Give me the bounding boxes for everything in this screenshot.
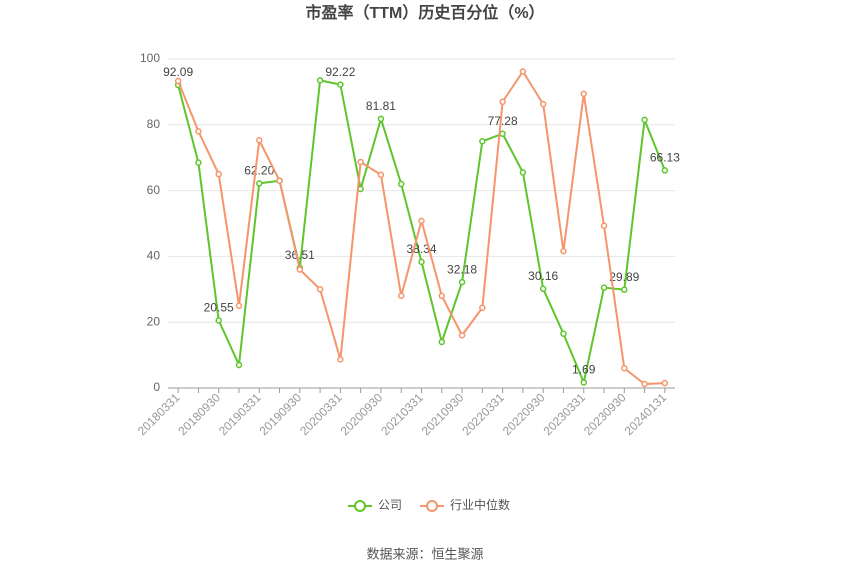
x-tick-label: 20230930 bbox=[581, 390, 629, 438]
data-point bbox=[418, 217, 425, 225]
data-point bbox=[256, 137, 263, 144]
series-line bbox=[177, 69, 665, 386]
data-point bbox=[519, 169, 527, 176]
data-label: 38.34 bbox=[406, 242, 436, 256]
data-point bbox=[661, 379, 669, 387]
legend-marker bbox=[354, 500, 366, 512]
x-tick-label: 20200930 bbox=[338, 390, 386, 438]
y-tick-label: 40 bbox=[147, 249, 161, 263]
x-tick-label: 20220930 bbox=[500, 390, 548, 438]
data-label: 77.28 bbox=[488, 114, 518, 128]
data-point bbox=[458, 332, 466, 339]
x-tick-label: 20210331 bbox=[378, 390, 426, 438]
data-point bbox=[580, 379, 587, 386]
data-point bbox=[641, 116, 648, 124]
data-point bbox=[621, 365, 628, 372]
data-point bbox=[438, 292, 446, 300]
x-tick-label: 20190930 bbox=[257, 390, 305, 438]
data-label: 62.20 bbox=[244, 164, 274, 178]
data-point bbox=[195, 159, 202, 166]
source: 数据来源：恒生聚源 bbox=[366, 546, 483, 561]
legend-label: 公司 bbox=[378, 498, 402, 512]
data-point bbox=[479, 304, 486, 311]
x-tick-label: 20210930 bbox=[419, 390, 467, 438]
y-tick-label: 20 bbox=[147, 314, 161, 328]
y-tick-label: 0 bbox=[153, 380, 160, 394]
data-point bbox=[621, 286, 628, 293]
data-label: 32.18 bbox=[447, 262, 477, 276]
legend-label: 行业中位数 bbox=[450, 497, 510, 512]
x-tick-label: 20190331 bbox=[216, 390, 264, 438]
data-point bbox=[337, 81, 344, 88]
data-point bbox=[600, 222, 608, 230]
y-tick-label: 80 bbox=[147, 117, 161, 131]
data-point bbox=[418, 258, 425, 266]
x-tick-label: 20220331 bbox=[459, 390, 507, 438]
data-label: 30.16 bbox=[528, 269, 558, 283]
data-point bbox=[641, 380, 648, 388]
y-tick-label: 60 bbox=[147, 183, 161, 197]
data-point bbox=[174, 77, 182, 85]
data-point bbox=[316, 77, 324, 84]
data-label: 1.69 bbox=[572, 363, 596, 377]
data-point bbox=[377, 171, 385, 179]
data-point bbox=[661, 167, 669, 174]
data-point bbox=[235, 361, 243, 369]
data-point bbox=[600, 284, 608, 291]
data-label: 92.09 bbox=[163, 65, 193, 79]
data-label: 36.51 bbox=[285, 248, 315, 262]
data-label: 92.22 bbox=[325, 65, 355, 79]
data-point bbox=[539, 100, 547, 108]
data-point bbox=[560, 247, 567, 255]
data-point bbox=[377, 115, 385, 123]
data-label: 66.13 bbox=[650, 151, 680, 165]
data-point bbox=[195, 128, 202, 135]
data-point bbox=[316, 286, 324, 293]
data-point bbox=[519, 68, 527, 75]
data-point bbox=[397, 292, 405, 300]
data-point bbox=[215, 170, 222, 178]
data-point bbox=[397, 180, 405, 188]
chart-title: 市盈率（TTM）历史百分位（%） bbox=[305, 3, 544, 22]
data-point bbox=[438, 338, 446, 346]
data-point bbox=[296, 266, 304, 273]
data-point bbox=[276, 177, 283, 184]
data-point bbox=[560, 330, 567, 337]
data-point bbox=[499, 130, 506, 137]
data-point bbox=[458, 278, 466, 286]
data-label: 20.55 bbox=[204, 301, 234, 315]
y-tick-label: 100 bbox=[140, 51, 160, 65]
data-label: 29.89 bbox=[609, 270, 639, 284]
legend-marker bbox=[426, 500, 439, 512]
x-tick-label: 20230331 bbox=[540, 390, 588, 438]
x-tick-label: 20180331 bbox=[135, 390, 183, 438]
data-point bbox=[539, 285, 547, 293]
data-label: 81.81 bbox=[366, 99, 396, 113]
x-tick-label: 20240131 bbox=[622, 390, 670, 438]
data-point bbox=[580, 90, 587, 98]
data-point bbox=[215, 317, 222, 324]
data-point bbox=[256, 180, 263, 187]
x-tick-label: 20200331 bbox=[297, 390, 345, 438]
data-point bbox=[337, 356, 344, 363]
data-point bbox=[479, 138, 486, 145]
data-point bbox=[235, 302, 243, 309]
data-point bbox=[357, 158, 364, 166]
x-tick-label: 20180930 bbox=[175, 390, 223, 438]
series-line bbox=[177, 79, 666, 386]
data-point bbox=[499, 98, 506, 106]
